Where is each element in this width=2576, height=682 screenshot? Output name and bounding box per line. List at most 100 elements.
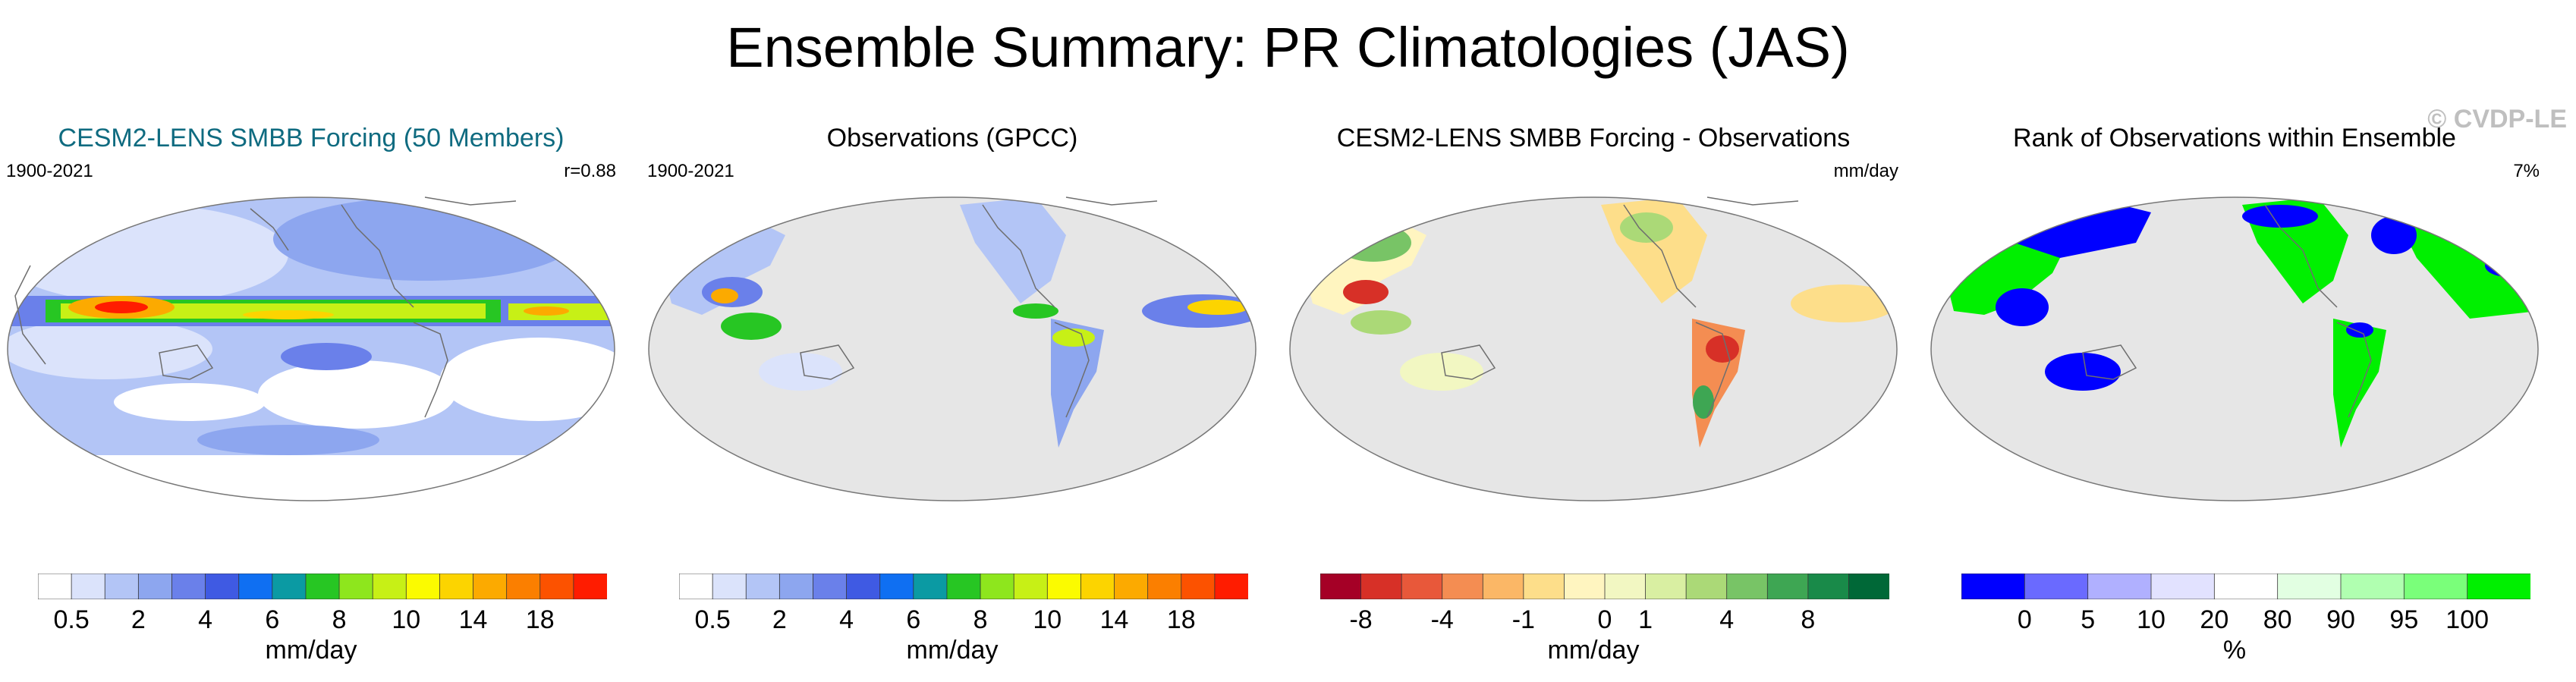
colorbar-tick-label: 90 [2326, 605, 2355, 634]
colorbar-tick-label: 2 [772, 605, 787, 634]
colorbar-swatch [305, 574, 340, 599]
colorbar-tick-label: 95 [2389, 605, 2419, 634]
colorbar-swatch [1645, 574, 1687, 599]
colorbar-swatch [813, 574, 848, 599]
colorbar-swatch [1523, 574, 1565, 599]
colorbar-tick-label: 14 [458, 605, 488, 634]
map-gpcc-pr [648, 196, 1257, 501]
colorbar [1961, 574, 2530, 599]
colorbar-swatch [1848, 574, 1889, 599]
colorbar-tick-label: 20 [2200, 605, 2229, 634]
panel-title: Rank of Observations within Ensemble [2013, 124, 2456, 152]
colorbar-swatch [439, 574, 474, 599]
colorbar-swatch [1147, 574, 1182, 599]
panel-unit-label: mm/day [1833, 161, 1898, 181]
colorbar-tick-label: 4 [839, 605, 854, 634]
colorbar-tick-label: 14 [1099, 605, 1129, 634]
colorbar-unit: mm/day [1547, 636, 1640, 665]
colorbar-tick-label: 6 [265, 605, 280, 634]
colorbar-swatch [1013, 574, 1049, 599]
colorbar-swatch [2467, 574, 2530, 599]
colorbar-tick-label: 8 [973, 605, 988, 634]
colorbar [679, 574, 1248, 599]
colorbar-tick-label: 4 [198, 605, 213, 634]
period-label: 1900-2021 [6, 161, 93, 181]
colorbar-swatch [1604, 574, 1647, 599]
colorbar-swatch [1685, 574, 1728, 599]
colorbar-swatch [1564, 574, 1606, 599]
colorbar-swatch [372, 574, 407, 599]
colorbar-swatch [104, 574, 140, 599]
colorbar-swatch [778, 574, 814, 599]
colorbar-swatch [679, 574, 714, 599]
period-label: 1900-2021 [647, 161, 734, 181]
colorbar-swatch [272, 574, 307, 599]
colorbar-swatch [2340, 574, 2405, 599]
map-rank [1930, 196, 2539, 501]
colorbar-tick-label: 80 [2263, 605, 2292, 634]
colorbar-swatch [1181, 574, 1216, 599]
panel-observations: Observations (GPCC) 1900-2021 [641, 114, 1263, 675]
panel-title: Observations (GPCC) [826, 124, 1078, 152]
colorbar-tick-label: 18 [525, 605, 555, 634]
panel-rank: Rank of Observations within Ensemble 7% [1923, 114, 2546, 675]
colorbar-swatch [2403, 574, 2468, 599]
map-difference-pr [1289, 196, 1898, 501]
colorbar-swatch [846, 574, 881, 599]
colorbar-swatch [1360, 574, 1403, 599]
colorbar-tick-label: -1 [1511, 605, 1535, 634]
colorbar-tick-label: -8 [1349, 605, 1373, 634]
colorbar-swatch [338, 574, 374, 599]
percent-label: 7% [2513, 161, 2540, 181]
colorbar-tick-label: 8 [332, 605, 347, 634]
colorbar-unit: mm/day [906, 636, 999, 665]
panel-cesm2-climatology: CESM2-LENS SMBB Forcing (50 Members) [0, 114, 622, 675]
colorbar-swatch [745, 574, 781, 599]
colorbar-swatch [712, 574, 747, 599]
colorbar-tick-label: 0.5 [694, 605, 731, 634]
colorbar-swatch [2150, 574, 2216, 599]
colorbar-unit: mm/day [265, 636, 357, 665]
colorbar-swatch [1046, 574, 1082, 599]
colorbar-swatch [1214, 574, 1248, 599]
colorbar-swatch [980, 574, 1015, 599]
copyright-watermark: © CVDP-LE [2427, 105, 2567, 134]
colorbar-unit: % [2222, 636, 2247, 665]
colorbar-swatch [473, 574, 508, 599]
colorbar-tick-label: 6 [906, 605, 921, 634]
colorbar-swatch [1807, 574, 1850, 599]
main-title: Ensemble Summary: PR Climatologies (JAS) [726, 16, 1850, 79]
colorbar-tick-label: 8 [1801, 605, 1816, 634]
colorbar-tick-label: 0 [2017, 605, 2032, 634]
colorbar-swatch [573, 574, 607, 599]
colorbar-tick-label: 0 [1597, 605, 1612, 634]
panel-title: CESM2-LENS SMBB Forcing - Observations [1336, 124, 1851, 152]
colorbar-swatch [1961, 574, 2026, 599]
colorbar-swatch [879, 574, 914, 599]
colorbar [1320, 574, 1889, 599]
colorbar-swatch [137, 574, 173, 599]
colorbar [38, 574, 607, 599]
colorbar-swatch [2087, 574, 2152, 599]
colorbar-tick-label: 10 [392, 605, 421, 634]
colorbar-swatch [205, 574, 240, 599]
colorbar-tick-label: 10 [1033, 605, 1062, 634]
pattern-correlation-label: r=0.88 [564, 161, 616, 181]
colorbar-swatch [405, 574, 441, 599]
colorbar-swatch [1114, 574, 1149, 599]
colorbar-swatch [539, 574, 574, 599]
colorbar-swatch [1766, 574, 1809, 599]
colorbar-tick-label: 4 [1719, 605, 1735, 634]
colorbar-tick-label: 18 [1166, 605, 1196, 634]
colorbar-swatch [1401, 574, 1443, 599]
colorbar-tick-label: 5 [2081, 605, 2096, 634]
colorbar-swatch [1442, 574, 1484, 599]
colorbar-swatch [38, 574, 73, 599]
colorbar-tick-label: 100 [2445, 605, 2490, 634]
colorbar-swatch [913, 574, 948, 599]
map-cesm2-pr [7, 196, 615, 501]
colorbar-swatch [1320, 574, 1362, 599]
colorbar-tick-label: 10 [2137, 605, 2166, 634]
colorbar-swatch [2213, 574, 2279, 599]
colorbar-swatch [1080, 574, 1115, 599]
